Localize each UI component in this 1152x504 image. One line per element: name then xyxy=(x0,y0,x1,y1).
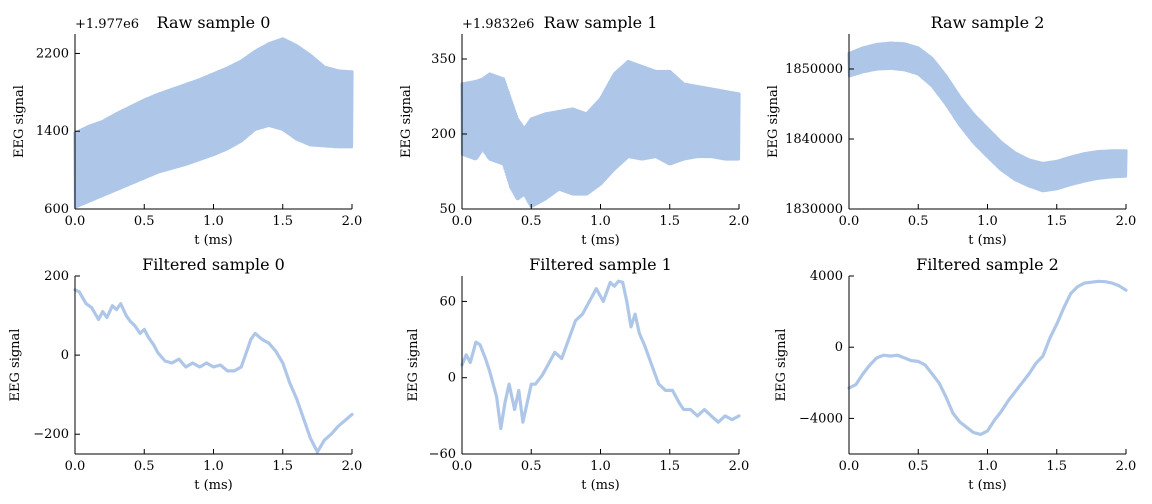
x-tick-label: 2.0 xyxy=(342,459,363,474)
subplot-raw-sample-0: 0.0 0.5 1.0 1.5 2.0 600 1400 2200 Raw sample 0 t … xyxy=(12,13,362,248)
x-tick-label: 1.0 xyxy=(977,459,998,474)
y-tick-label: 0 xyxy=(448,371,456,386)
series-0-band xyxy=(847,41,1128,193)
y-tick-label: 2200 xyxy=(36,46,69,61)
x-tick-label: 0.0 xyxy=(452,459,473,474)
x-tick-label: 2.0 xyxy=(729,459,750,474)
series-0-band xyxy=(460,59,741,208)
x-tick-label: 0.0 xyxy=(839,214,860,229)
y-tick-label: 0 xyxy=(835,340,843,355)
y-tick-label: 1850000 xyxy=(785,62,843,77)
x-tick-label: 0.0 xyxy=(839,459,860,474)
x-axis-label: t (ms) xyxy=(968,478,1007,493)
x-axis-label: t (ms) xyxy=(968,233,1007,248)
x-tick-label: 1.5 xyxy=(1046,459,1067,474)
x-axis-label: t (ms) xyxy=(194,478,233,493)
y-tick-label: 4000 xyxy=(810,269,843,284)
x-tick-label: 1.5 xyxy=(659,214,680,229)
chart-title: Raw sample 2 xyxy=(931,13,1045,32)
y-tick-label: 1830000 xyxy=(785,202,843,217)
x-tick-label: 1.5 xyxy=(272,214,293,229)
x-tick-label: 1.0 xyxy=(590,214,611,229)
x-tick-label: 1.5 xyxy=(1046,214,1067,229)
y-tick-label: 60 xyxy=(439,294,456,309)
series-0-band xyxy=(73,37,354,209)
x-tick-label: 2.0 xyxy=(1116,214,1137,229)
y-tick-label: 200 xyxy=(431,127,456,142)
x-tick-label: 2.0 xyxy=(342,214,363,229)
subplot-filtered-sample-1: 0.0 0.5 1.0 1.5 2.0 −60 0 60 Filtered sample 1 t … xyxy=(406,255,749,493)
x-tick-label: 0.0 xyxy=(452,214,473,229)
y-tick-label: −60 xyxy=(429,447,456,462)
subplot-raw-sample-2: 0.0 0.5 1.0 1.5 2.0 1830000 1840000 1850000 Raw … xyxy=(766,13,1136,248)
y-tick-label: 200 xyxy=(44,269,69,284)
y-tick-label: −200 xyxy=(33,427,69,442)
y-tick-label: −4000 xyxy=(799,411,843,426)
x-tick-label: 2.0 xyxy=(1116,459,1137,474)
y-axis-label: EEG signal xyxy=(774,329,789,402)
subplot-filtered-sample-0: 0.0 0.5 1.0 1.5 2.0 −200 0 200 Filtered sample 0… xyxy=(8,255,362,493)
x-tick-label: 0.0 xyxy=(65,459,86,474)
y-tick-label: 1400 xyxy=(36,124,69,139)
chart-title: Raw sample 0 xyxy=(157,13,271,32)
y-tick-label: 1840000 xyxy=(785,132,843,147)
x-tick-label: 1.5 xyxy=(272,459,293,474)
x-tick-label: 1.0 xyxy=(203,459,224,474)
x-tick-label: 1.0 xyxy=(590,459,611,474)
series-0-line xyxy=(73,288,354,454)
x-tick-label: 0.5 xyxy=(134,214,155,229)
subplot-raw-sample-1: 0.0 0.5 1.0 1.5 2.0 50 200 350 Raw sample 1 t (ms… xyxy=(399,13,749,248)
x-axis-label: t (ms) xyxy=(581,478,620,493)
series-0-line xyxy=(847,279,1128,436)
chart-title: Filtered sample 1 xyxy=(529,255,672,274)
y-axis-label: EEG signal xyxy=(399,85,414,158)
x-tick-label: 0.5 xyxy=(134,459,155,474)
y-tick-label: 350 xyxy=(431,52,456,67)
chart-title: Filtered sample 0 xyxy=(142,255,285,274)
y-tick-label: 50 xyxy=(439,202,456,217)
chart-title: Filtered sample 2 xyxy=(916,255,1059,274)
x-tick-label: 1.5 xyxy=(659,459,680,474)
x-tick-label: 1.0 xyxy=(977,214,998,229)
axis-offset-label: +1.9832e6 xyxy=(462,17,534,32)
chart-title: Raw sample 1 xyxy=(544,13,658,32)
y-tick-label: 0 xyxy=(61,348,69,363)
x-tick-label: 0.5 xyxy=(908,459,929,474)
x-axis-label: t (ms) xyxy=(581,233,620,248)
x-tick-label: 0.5 xyxy=(908,214,929,229)
subplot-filtered-sample-2: 0.0 0.5 1.0 1.5 2.0 −4000 0 4000 Filtered sample… xyxy=(774,255,1136,493)
x-tick-label: 0.5 xyxy=(521,214,542,229)
y-axis-label: EEG signal xyxy=(406,329,421,402)
x-tick-label: 1.0 xyxy=(203,214,224,229)
x-axis-label: t (ms) xyxy=(194,233,233,248)
y-axis-label: EEG signal xyxy=(766,85,781,158)
series-0-line xyxy=(460,279,741,431)
y-axis-label: EEG signal xyxy=(12,85,27,158)
x-tick-label: 2.0 xyxy=(729,214,750,229)
axis-offset-label: +1.977e6 xyxy=(75,17,139,32)
y-tick-label: 600 xyxy=(44,202,69,217)
x-tick-label: 0.0 xyxy=(65,214,86,229)
y-axis-label: EEG signal xyxy=(8,329,23,402)
x-tick-label: 0.5 xyxy=(521,459,542,474)
